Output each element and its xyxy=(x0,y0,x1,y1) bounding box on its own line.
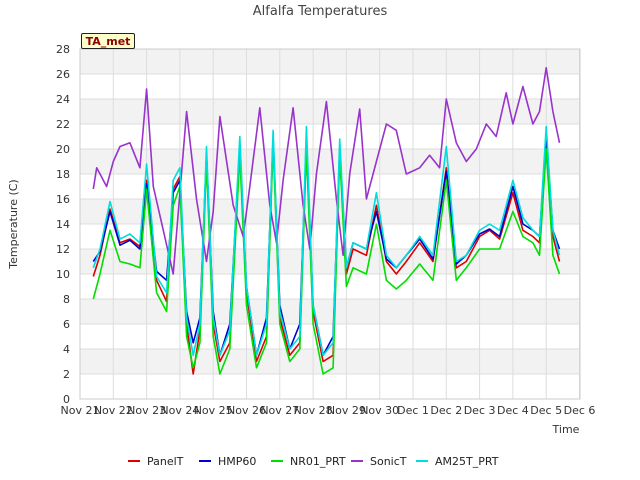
x-tick-label: Nov 25 xyxy=(194,404,233,417)
y-tick-label: 28 xyxy=(56,43,70,56)
legend-label: NR01_PRT xyxy=(290,455,346,468)
y-tick-label: 0 xyxy=(63,393,70,406)
grid-band xyxy=(80,249,580,274)
y-tick-label: 26 xyxy=(56,68,70,81)
x-tick-label: Dec 5 xyxy=(530,404,562,417)
legend-label: SonicT xyxy=(370,455,407,468)
grid-band xyxy=(80,374,580,399)
series-line-sonict xyxy=(92,67,561,275)
y-axis-label: Temperature (C) xyxy=(7,179,20,269)
y-tick-label: 16 xyxy=(56,193,70,206)
x-tick-label: Nov 28 xyxy=(294,404,333,417)
y-tick-label: 24 xyxy=(56,93,70,106)
y-tick-label: 10 xyxy=(56,268,70,281)
y-tick-label: 14 xyxy=(56,218,70,231)
x-tick-label: Nov 23 xyxy=(127,404,166,417)
legend-label: AM25T_PRT xyxy=(435,455,499,468)
y-tick-label: 4 xyxy=(63,343,70,356)
x-tick-label: Dec 1 xyxy=(397,404,429,417)
x-tick-label: Nov 21 xyxy=(61,404,100,417)
grid-band xyxy=(80,174,580,199)
y-tick-label: 20 xyxy=(56,143,70,156)
x-tick-label: Nov 30 xyxy=(360,404,399,417)
station-tag: TA_met xyxy=(81,33,135,49)
grid-band xyxy=(80,99,580,124)
plot-frame xyxy=(79,48,581,400)
grid-band xyxy=(80,149,580,174)
series-line-am25t-prt xyxy=(92,125,561,357)
x-tick-label: Dec 6 xyxy=(564,404,596,417)
x-tick-label: Dec 4 xyxy=(497,404,529,417)
x-tick-label: Nov 22 xyxy=(94,404,133,417)
grid-band xyxy=(80,74,580,99)
x-tick-label: Nov 26 xyxy=(227,404,266,417)
legend-label: HMP60 xyxy=(218,455,256,468)
chart-title: Alfalfa Temperatures xyxy=(253,4,388,19)
grid-band xyxy=(80,49,580,74)
grid-band xyxy=(80,199,580,224)
x-tick-label: Dec 2 xyxy=(430,404,462,417)
series-lines xyxy=(92,67,561,375)
y-tick-label: 6 xyxy=(63,318,70,331)
y-tick-label: 2 xyxy=(63,368,70,381)
grid-band xyxy=(80,324,580,349)
y-tick-label: 8 xyxy=(63,293,70,306)
y-tick-label: 12 xyxy=(56,243,70,256)
y-tick-label: 22 xyxy=(56,118,70,131)
x-tick-label: Nov 29 xyxy=(327,404,366,417)
x-tick-label: Nov 24 xyxy=(160,404,199,417)
legend: PanelT HMP60 NR01_PRT SonicT AM25T_PRT xyxy=(128,455,499,468)
x-tick-label: Dec 3 xyxy=(464,404,496,417)
legend-label: PanelT xyxy=(147,455,184,468)
grid-band xyxy=(80,224,580,249)
y-tick-label: 18 xyxy=(56,168,70,181)
x-tick-label: Nov 27 xyxy=(260,404,299,417)
x-axis-label: Time xyxy=(552,423,580,436)
grid-band xyxy=(80,299,580,324)
